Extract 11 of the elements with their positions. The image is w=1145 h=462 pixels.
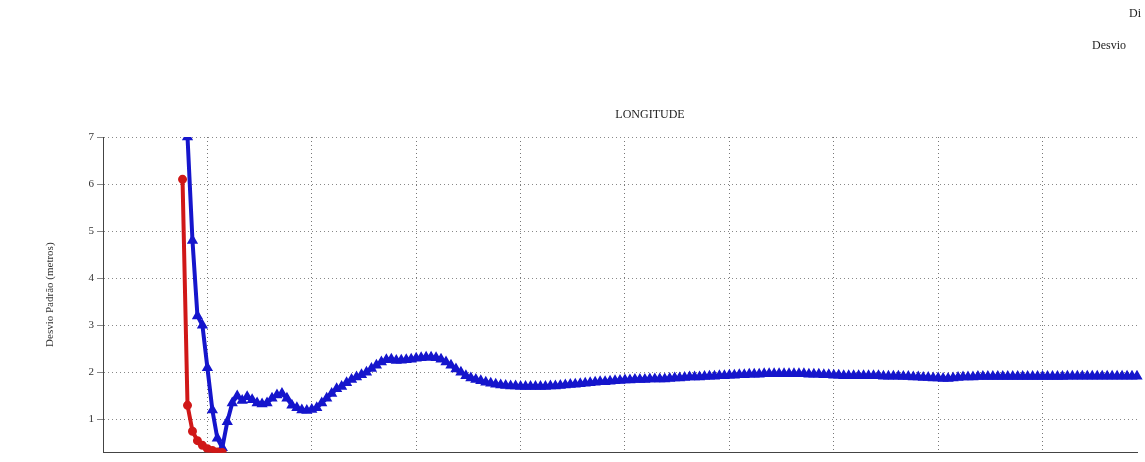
y-tick-label: 5: [88, 224, 95, 237]
y-tick-label: 2: [88, 365, 94, 378]
y-tick-label: 3: [88, 318, 95, 331]
chart-title: LONGITUDE: [615, 107, 685, 122]
y-tick-label: 6: [88, 176, 95, 189]
y-tick-label: 7: [88, 129, 95, 142]
y-tick-label: 4: [88, 271, 95, 284]
y-axis-title: Desvio Padrão (metros): [43, 242, 57, 347]
text: Desvio: [1092, 38, 1126, 53]
y-tick-label: 1: [88, 412, 94, 425]
text: Di: [1129, 6, 1142, 21]
